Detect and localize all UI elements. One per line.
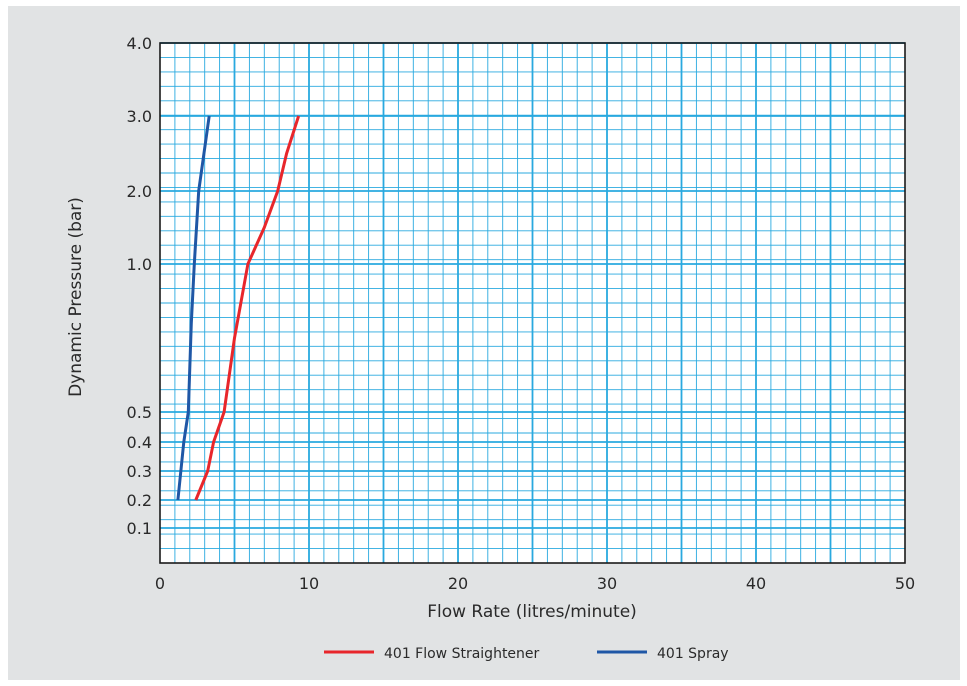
x-tick-label: 50 <box>895 574 915 593</box>
y-axis-ticks: 0.1 0.2 0.3 0.4 0.5 1.0 2.0 3.0 4.0 <box>127 34 152 538</box>
plot-frame <box>159 42 906 564</box>
x-axis-label: Flow Rate (litres/minute) <box>427 602 637 622</box>
y-tick-label: 0.5 <box>127 403 152 422</box>
chart-panel: 0.1 0.2 0.3 0.4 0.5 1.0 2.0 3.0 4.0 0 10 20 30 40 50 … <box>8 6 960 680</box>
y-tick-label: 2.0 <box>127 182 152 201</box>
x-tick-label: 10 <box>299 574 319 593</box>
x-tick-label: 40 <box>746 574 766 593</box>
legend: 401 Flow Straightener 401 Spray <box>324 646 729 662</box>
legend-label-spray: 401 Spray <box>657 646 729 662</box>
y-tick-label: 1.0 <box>127 255 152 274</box>
series-line-flow-straightener <box>194 115 301 501</box>
y-tick-label: 0.2 <box>127 491 152 510</box>
y-tick-label: 0.3 <box>127 462 152 481</box>
x-tick-label: 0 <box>155 574 165 593</box>
x-axis-ticks: 0 10 20 30 40 50 <box>155 574 915 593</box>
x-tick-label: 20 <box>448 574 468 593</box>
legend-label-flow-straightener: 401 Flow Straightener <box>384 646 540 662</box>
y-tick-label: 3.0 <box>127 107 152 126</box>
series-line-spray <box>176 115 211 501</box>
y-tick-label: 4.0 <box>127 34 152 53</box>
chart-svg: 0.10.20.30.40.51.02.03.04.0 0 10 20 30 40 50 … <box>66 34 915 662</box>
x-tick-label: 30 <box>597 574 617 593</box>
y-axis-label: Dynamic Pressure (bar) <box>66 197 86 397</box>
y-tick-label: 0.4 <box>127 433 152 452</box>
series-group <box>176 115 301 501</box>
y-tick-label: 0.1 <box>127 519 152 538</box>
